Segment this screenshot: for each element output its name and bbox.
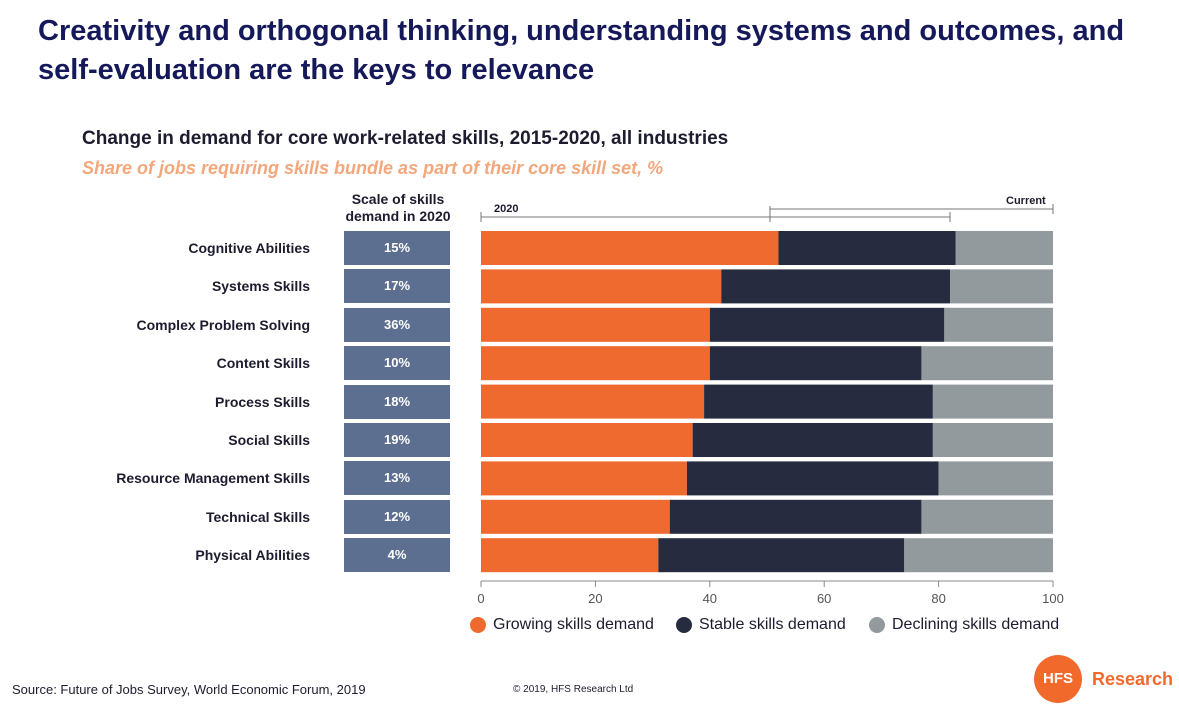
legend-item: Growing skills demand [470,614,654,636]
bar-segment [944,307,1053,342]
scale-column-header: Scale of skills demand in 2020 [345,191,451,224]
category-label: Complex Problem Solving [136,316,310,333]
scale-value-box: 4% [344,538,450,573]
bar-segment [481,423,693,457]
category-label: Social Skills [228,432,310,448]
scale-value-box: 12% [344,499,450,534]
copyright-note: © 2019, HFS Research Ltd [513,684,634,695]
bracket-label-2020: 2020 [494,203,519,215]
chart-title: Change in demand for core work-related s… [82,128,729,149]
x-tick-label: 0 [477,591,485,606]
hfs-logo-text: Research [1092,668,1174,689]
scale-value-box: 17% [344,269,450,304]
bar-segment [921,346,1053,381]
bar-segment [481,346,710,381]
bar-segment [709,307,945,342]
bar-segment [658,538,905,573]
bar-segment [481,499,670,534]
bar-segment [955,231,1053,265]
legend-swatch [869,617,885,633]
x-tick-label: 60 [816,591,832,606]
x-tick-label: 80 [931,591,946,606]
bar-segment [938,461,1053,496]
chart-subtitle: Share of jobs requiring skills bundle as… [82,158,664,178]
scale-value-box: 15% [344,231,450,265]
category-label: Physical Abilities [195,547,310,564]
x-tick-label: 20 [588,591,603,606]
bar-segment [704,384,933,419]
bar-segment [669,499,922,534]
bar-segment [921,499,1053,534]
headline: Creativity and orthogonal thinking, unde… [38,15,1125,86]
legend-item: Declining skills demand [869,614,1059,636]
legend-label: Stable skills demand [699,616,846,633]
category-label: Systems Skills [211,278,310,295]
bar-segment [481,538,659,573]
legend-swatch [470,617,486,633]
bracket-label-current: Current [1006,195,1046,207]
bar-segment [932,384,1053,419]
bar-segment [932,423,1053,457]
scale-value-box: 19% [344,423,450,457]
bar-segment [904,538,1053,573]
hfs-logo-mark: HFS [1034,655,1082,703]
bar-segment [692,423,933,457]
legend-label: Declining skills demand [892,616,1060,633]
bar-segment [481,231,779,265]
x-tick-label: 100 [1042,591,1064,606]
x-tick-label: 40 [702,591,718,606]
category-label: Cognitive Abilities [188,240,310,256]
bar-segment [686,461,939,496]
bar-segment [481,461,687,496]
category-label: Process Skills [215,393,310,410]
source-note: Source: Future of Jobs Survey, World Eco… [12,682,366,697]
scale-value-box: 10% [344,346,450,381]
hfs-logo: HFS Research [1034,655,1173,703]
legend-label: Growing skills demand [493,616,654,633]
category-label: Content Skills [216,355,310,372]
category-label: Resource Management Skills [116,470,310,487]
legend-swatch [676,617,692,633]
legend-item: Stable skills demand [676,614,846,636]
bar-segment [481,307,710,342]
bar-segment [778,231,956,265]
scale-value-box: 36% [344,307,450,342]
bar-segment [721,269,951,304]
bar-segment [950,269,1053,304]
bar-segment [481,384,705,419]
bar-segment [709,346,922,381]
category-label: Technical Skills [205,508,310,525]
scale-value-box: 18% [344,384,450,419]
bar-segment [481,269,722,304]
scale-value-box: 13% [344,461,450,496]
